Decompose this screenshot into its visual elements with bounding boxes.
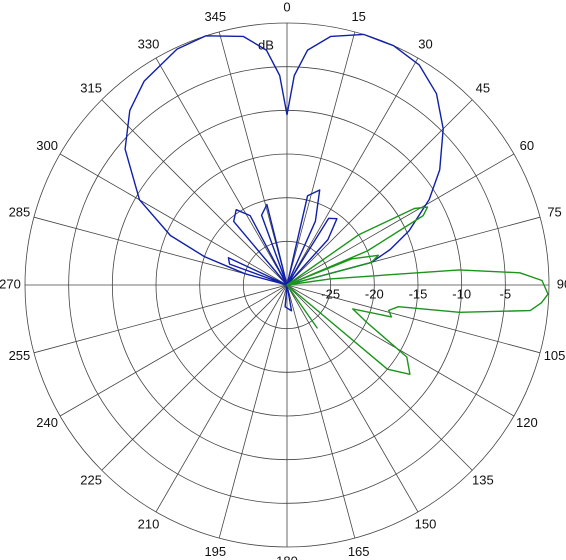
r-tick-label: -25 (321, 286, 340, 301)
spoke (286, 284, 356, 539)
r-axis-label: dB (258, 37, 274, 52)
spoke (101, 99, 288, 286)
r-tick-label: -10 (452, 286, 471, 301)
r-tick-label: -15 (409, 286, 428, 301)
spoke (155, 57, 288, 286)
theta-tick-label: 270 (0, 276, 21, 291)
r-tick-label: -20 (365, 286, 384, 301)
theta-tick-label: 210 (138, 516, 160, 531)
pattern-line (286, 206, 549, 375)
theta-tick-label: 165 (348, 544, 370, 559)
theta-tick-label: 255 (9, 348, 31, 363)
theta-tick-label: 15 (351, 9, 365, 24)
theta-tick-label: 45 (476, 81, 490, 96)
theta-tick-label: 90 (557, 276, 566, 291)
spoke (218, 31, 288, 286)
theta-tick-label: 330 (138, 37, 160, 52)
spoke (218, 284, 288, 539)
theta-tick-label: 105 (544, 348, 566, 363)
theta-tick-label: 240 (36, 415, 58, 430)
theta-tick-label: 30 (418, 37, 432, 52)
spoke (286, 284, 515, 417)
theta-tick-label: 315 (80, 81, 102, 96)
theta-tick-label: 180 (276, 553, 298, 560)
theta-tick-label: 285 (9, 205, 31, 220)
theta-tick-label: 135 (472, 472, 494, 487)
theta-tick-label: 60 (520, 138, 534, 153)
theta-tick-label: 345 (204, 9, 226, 24)
spoke (286, 31, 356, 286)
spoke (286, 284, 473, 471)
pattern-line (124, 33, 444, 312)
spoke (286, 99, 473, 286)
spoke (286, 153, 515, 286)
spoke (33, 284, 288, 354)
spoke (286, 57, 419, 286)
theta-tick-label: 75 (547, 205, 561, 220)
spoke (59, 153, 288, 286)
spoke (101, 284, 288, 471)
theta-tick-label: 150 (415, 516, 437, 531)
r-tick-label: -5 (500, 286, 512, 301)
theta-tick-label: 300 (36, 138, 58, 153)
spoke (286, 284, 541, 354)
spoke (286, 284, 419, 513)
theta-tick-label: 225 (80, 472, 102, 487)
theta-tick-label: 0 (283, 0, 290, 14)
theta-tick-label: 120 (516, 415, 538, 430)
spoke (59, 284, 288, 417)
theta-tick-label: 195 (204, 544, 226, 559)
spoke (155, 284, 288, 513)
